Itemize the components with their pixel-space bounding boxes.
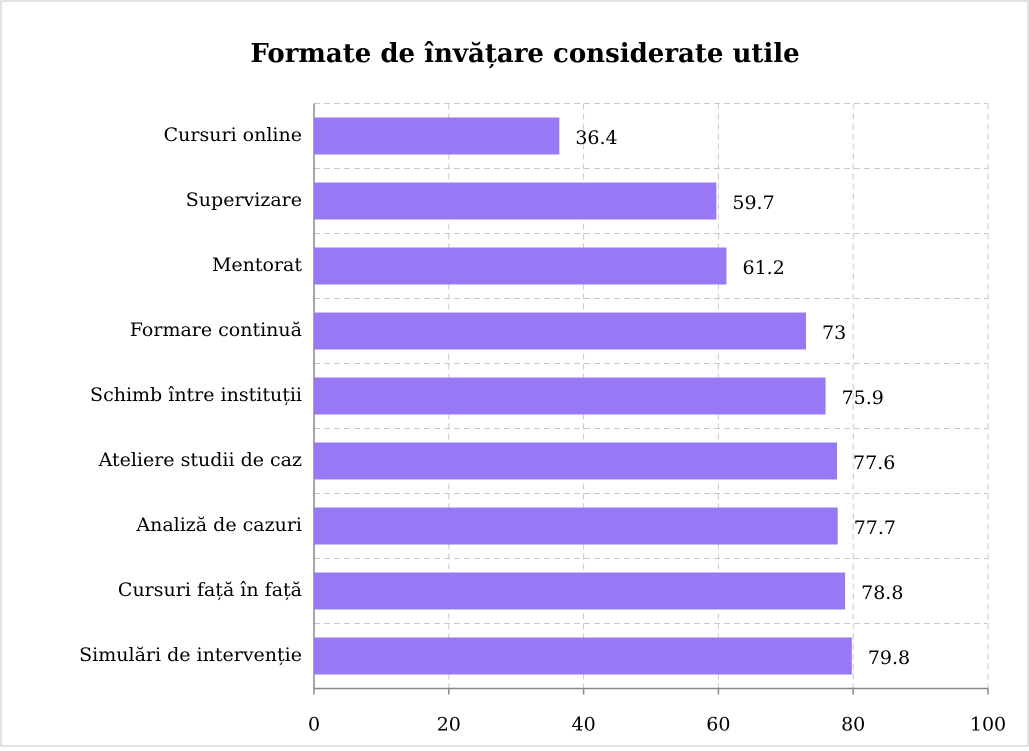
x-tick-label: 40 <box>572 714 596 736</box>
x-tick-label: 60 <box>706 714 730 736</box>
value-label: 61.2 <box>742 257 784 279</box>
bar <box>314 507 838 545</box>
bar <box>314 637 852 675</box>
x-tick-label: 80 <box>841 714 865 736</box>
bar <box>314 442 838 480</box>
y-tick-label: Analiză de cazuri <box>135 514 302 536</box>
value-label: 79.8 <box>868 647 910 669</box>
value-label: 36.4 <box>575 127 617 149</box>
x-tick-label: 20 <box>437 714 461 736</box>
bar <box>314 117 560 155</box>
x-tick-label: 100 <box>970 714 1006 736</box>
bar <box>314 182 717 220</box>
value-label: 78.8 <box>861 582 903 604</box>
bar <box>314 247 727 285</box>
x-tick-label: 0 <box>308 714 320 736</box>
y-tick-label: Simulări de intervenție <box>79 644 302 666</box>
y-tick-label: Schimb între instituții <box>90 384 302 406</box>
value-label: 59.7 <box>732 192 774 214</box>
value-label: 75.9 <box>842 387 884 409</box>
chart-title: Formate de învățare considerate utile <box>250 39 799 69</box>
value-label: 77.7 <box>854 517 896 539</box>
y-tick-label: Ateliere studii de caz <box>98 449 302 471</box>
y-tick-label: Mentorat <box>212 254 302 276</box>
y-tick-label: Cursuri online <box>164 124 302 146</box>
value-label: 73 <box>822 322 846 344</box>
bar <box>314 572 846 610</box>
y-tick-label: Cursuri față în față <box>118 579 302 601</box>
bar <box>314 312 807 350</box>
y-tick-label: Formare continuă <box>130 319 302 341</box>
value-label: 77.6 <box>853 452 895 474</box>
y-tick-label: Supervizare <box>186 189 302 211</box>
bar <box>314 377 826 415</box>
